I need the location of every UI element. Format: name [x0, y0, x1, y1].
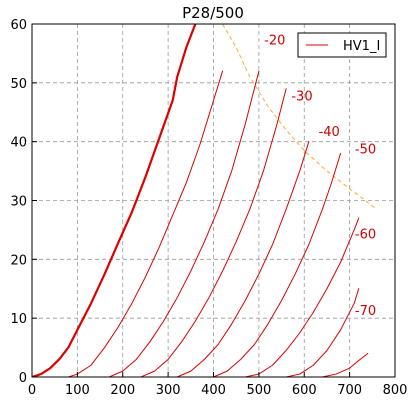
legend-entry: HV1_I	[343, 39, 380, 54]
curve-labels: -20 -30 -40 -50 -60 -70	[264, 34, 376, 320]
legend: HV1_I	[297, 32, 387, 58]
series-line-3	[140, 88, 287, 377]
x-tick-label: 400	[201, 383, 226, 398]
y-tick-label: 0	[19, 371, 27, 386]
grid	[32, 24, 395, 377]
x-tick-label: 200	[110, 383, 135, 398]
load-line-layer	[222, 23, 378, 210]
x-tick-label: 500	[246, 383, 271, 398]
axis-ticks: 0 100 200 300 400 500 600 700 800 0 10 20 30 40 50 60	[10, 18, 407, 398]
y-tick-label: 40	[10, 136, 27, 151]
chart-title: P28/500	[182, 4, 244, 22]
x-tick-label: 600	[292, 383, 317, 398]
curve-label: -70	[355, 304, 376, 319]
series-line-1	[67, 70, 224, 377]
curve-label: -40	[319, 125, 340, 140]
x-tick-label: 100	[65, 383, 90, 398]
y-tick-label: 60	[10, 18, 27, 33]
series-line-8	[321, 352, 369, 377]
curve-label: -30	[291, 89, 312, 104]
x-tick-label: 300	[156, 383, 181, 398]
load-line	[222, 23, 378, 210]
series-layer	[32, 24, 369, 377]
y-tick-label: 30	[10, 195, 27, 210]
series-line-4	[176, 141, 310, 377]
y-tick-label: 20	[10, 253, 27, 268]
legend-box	[297, 32, 387, 58]
series-line-0	[32, 24, 197, 377]
series-line-5	[213, 152, 342, 377]
y-tick-label: 50	[10, 77, 27, 92]
series-line-6	[244, 217, 360, 377]
curve-label: -60	[355, 228, 376, 243]
curve-label: -20	[264, 34, 285, 49]
y-tick-label: 10	[10, 312, 27, 327]
x-tick-label: 700	[337, 383, 362, 398]
series-line-2	[108, 70, 260, 377]
x-tick-label: 0	[28, 383, 36, 398]
x-tick-label: 800	[383, 383, 408, 398]
curve-label: -50	[355, 142, 376, 157]
series-line-7	[285, 288, 360, 377]
